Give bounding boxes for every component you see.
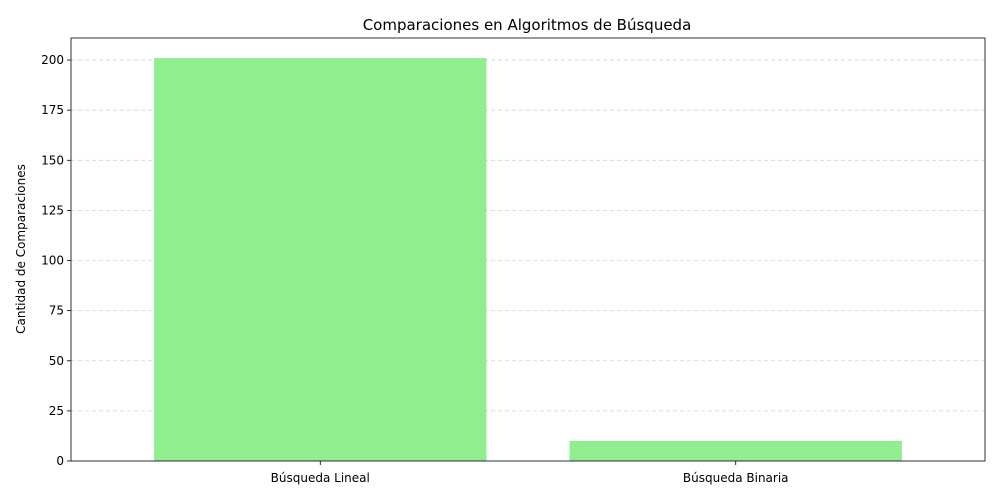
y-tick-label-8: 200 <box>41 53 64 67</box>
y-tick-label-2: 50 <box>49 354 64 368</box>
y-tick-label-0: 0 <box>56 454 64 468</box>
y-tick-label-1: 25 <box>49 404 64 418</box>
plot-frame <box>70 37 986 462</box>
gridlines <box>71 59 985 412</box>
y-tick-label-4: 100 <box>41 254 64 268</box>
y-tick-label-6: 150 <box>41 153 64 167</box>
bar-0 <box>154 58 487 461</box>
y-tick-label-3: 75 <box>49 304 64 318</box>
bars <box>154 58 902 461</box>
bar-1 <box>569 440 902 461</box>
x-tick-label-1: Búsqueda Binaria <box>683 471 789 485</box>
x-tick-label-0: Búsqueda Lineal <box>271 471 370 485</box>
y-axis-ticks: 0 25 50 75 100 125 150 175 200 <box>41 53 71 468</box>
y-tick-label-7: 175 <box>41 103 64 117</box>
chart-title: Comparaciones en Algoritmos de Búsqueda <box>363 16 692 34</box>
y-tick-label-5: 125 <box>41 203 64 217</box>
x-axis-ticks: Búsqueda Lineal Búsqueda Binaria <box>271 461 789 485</box>
y-axis-label: Cantidad de Comparaciones <box>14 164 28 334</box>
